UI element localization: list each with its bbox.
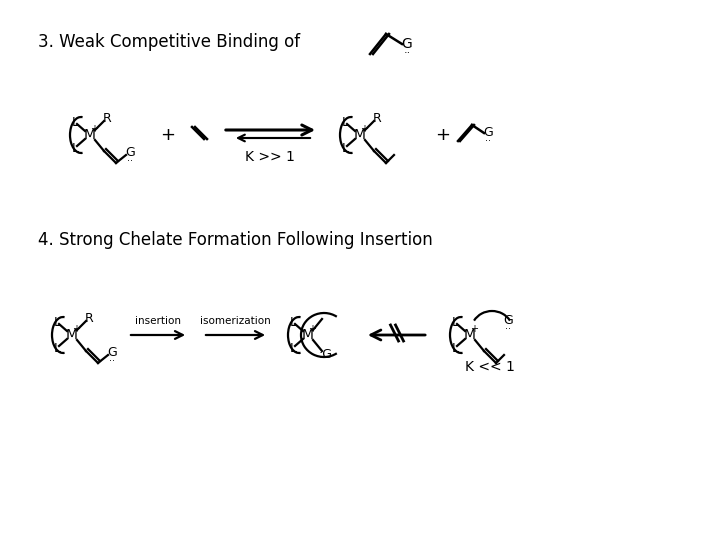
Text: +: + [308,324,316,334]
Text: G: G [107,347,117,360]
Text: ··: ·· [109,356,115,366]
Text: L: L [451,315,459,328]
Text: +: + [72,324,80,334]
Text: ··: ·· [505,324,511,334]
Text: K >> 1: K >> 1 [245,150,295,164]
Text: M: M [66,328,78,342]
Text: L: L [289,341,297,354]
Text: L: L [71,141,78,154]
Text: +: + [436,126,451,144]
Text: G: G [503,314,513,327]
Text: isomerization: isomerization [199,316,271,326]
Text: L: L [71,116,78,129]
Text: L: L [341,141,348,154]
Text: K << 1: K << 1 [465,360,515,374]
Text: +: + [90,124,98,134]
Text: L: L [53,341,60,354]
Text: ··: ·· [485,136,491,146]
Text: R: R [103,111,112,125]
Text: G: G [125,146,135,159]
Text: +: + [161,126,176,144]
Text: L: L [289,315,297,328]
Text: L: L [53,315,60,328]
Text: G: G [483,126,493,139]
Text: M: M [354,128,366,142]
Text: M: M [464,328,476,342]
Text: :G: :G [318,348,332,361]
Text: +: + [360,124,368,134]
Text: L: L [341,116,348,129]
Text: 3. Weak Competitive Binding of: 3. Weak Competitive Binding of [38,33,300,51]
Text: ··: ·· [127,156,133,166]
Text: insertion: insertion [135,316,181,326]
Text: M: M [302,328,314,342]
Text: G: G [402,37,413,51]
Text: R: R [373,111,382,125]
Text: ··: ·· [403,48,410,58]
Text: R: R [85,312,94,325]
Text: +: + [470,324,478,334]
Text: M: M [84,128,96,142]
Text: L: L [451,341,459,354]
Text: 4. Strong Chelate Formation Following Insertion: 4. Strong Chelate Formation Following In… [38,231,433,249]
